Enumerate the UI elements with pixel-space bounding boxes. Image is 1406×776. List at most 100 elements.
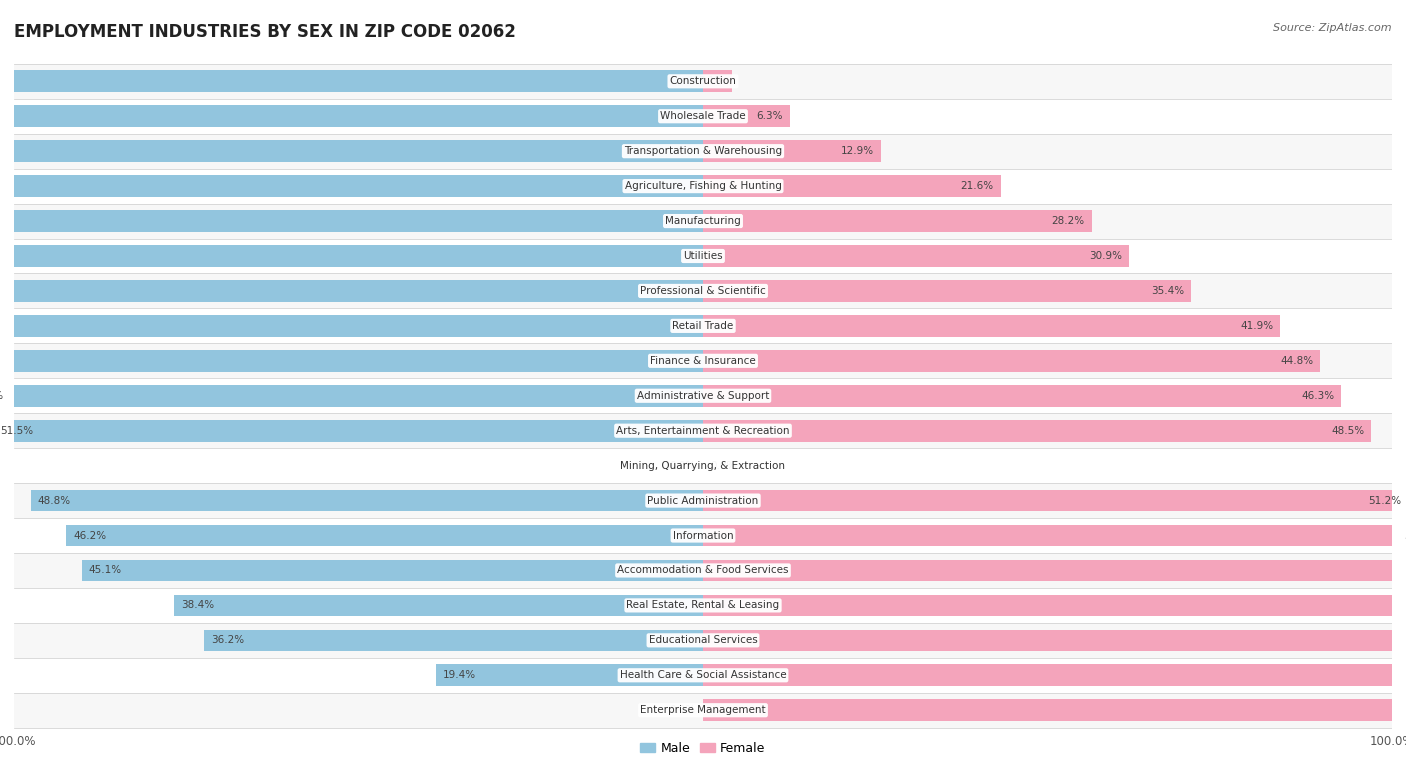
Text: 45.1%: 45.1% [89,566,121,576]
Bar [703,245,1129,267]
Bar [14,203,1392,238]
Text: 28.2%: 28.2% [1052,216,1084,226]
Bar [14,99,1392,133]
Bar [703,559,1406,581]
Text: 21.6%: 21.6% [960,181,994,191]
Text: 30.9%: 30.9% [1088,251,1122,261]
Bar [174,594,703,616]
Text: Enterprise Management: Enterprise Management [640,705,766,715]
Text: Arts, Entertainment & Recreation: Arts, Entertainment & Recreation [616,426,790,435]
Bar [703,385,1341,407]
Text: Health Care & Social Assistance: Health Care & Social Assistance [620,670,786,681]
Bar [703,140,880,162]
Bar [14,308,1392,343]
Bar [14,238,1392,273]
Text: 51.5%: 51.5% [0,426,34,435]
Bar [14,553,1392,588]
Bar [703,525,1406,546]
Bar [82,559,703,581]
Text: Retail Trade: Retail Trade [672,321,734,331]
Text: 35.4%: 35.4% [1150,286,1184,296]
Text: 53.7%: 53.7% [0,391,3,400]
Bar [703,664,1406,686]
Bar [14,588,1392,623]
Text: Mining, Quarrying, & Extraction: Mining, Quarrying, & Extraction [620,461,786,470]
Bar [703,350,1320,372]
Text: 44.8%: 44.8% [1281,356,1313,365]
Text: Wholesale Trade: Wholesale Trade [661,111,745,121]
Bar [14,378,1392,414]
Bar [14,449,1392,483]
Bar [0,140,703,162]
Bar [14,483,1392,518]
Text: 46.2%: 46.2% [73,531,107,541]
Bar [0,420,703,442]
Bar [0,106,703,127]
Text: 51.2%: 51.2% [1368,496,1402,506]
Text: Public Administration: Public Administration [647,496,759,506]
Text: 6.3%: 6.3% [756,111,783,121]
Text: Agriculture, Fishing & Hunting: Agriculture, Fishing & Hunting [624,181,782,191]
Bar [703,280,1191,302]
Bar [14,133,1392,168]
Text: Transportation & Warehousing: Transportation & Warehousing [624,146,782,156]
Bar [703,699,1406,721]
Bar [0,71,703,92]
Bar [0,315,703,337]
Text: 41.9%: 41.9% [1240,321,1274,331]
Bar [14,64,1392,99]
Bar [703,210,1091,232]
Text: Professional & Scientific: Professional & Scientific [640,286,766,296]
Text: Utilities: Utilities [683,251,723,261]
Bar [703,175,1001,197]
Bar [0,175,703,197]
Text: Source: ZipAtlas.com: Source: ZipAtlas.com [1274,23,1392,33]
Text: Real Estate, Rental & Leasing: Real Estate, Rental & Leasing [627,601,779,611]
Bar [0,280,703,302]
Bar [31,490,703,511]
Text: Administrative & Support: Administrative & Support [637,391,769,400]
Bar [204,629,703,651]
Text: 38.4%: 38.4% [181,601,214,611]
Bar [703,490,1406,511]
Bar [0,245,703,267]
Bar [14,273,1392,308]
Text: Accommodation & Food Services: Accommodation & Food Services [617,566,789,576]
Bar [66,525,703,546]
Text: 48.8%: 48.8% [38,496,70,506]
Bar [703,420,1371,442]
Bar [14,658,1392,693]
Bar [703,106,790,127]
Text: 48.5%: 48.5% [1331,426,1364,435]
Text: Construction: Construction [669,76,737,86]
Text: 19.4%: 19.4% [443,670,475,681]
Bar [436,664,703,686]
Text: EMPLOYMENT INDUSTRIES BY SEX IN ZIP CODE 02062: EMPLOYMENT INDUSTRIES BY SEX IN ZIP CODE… [14,23,516,41]
Bar [0,350,703,372]
Text: Information: Information [672,531,734,541]
Bar [14,414,1392,449]
Text: 12.9%: 12.9% [841,146,875,156]
Text: Manufacturing: Manufacturing [665,216,741,226]
Bar [703,629,1406,651]
Text: 0.0%: 0.0% [669,705,696,715]
Bar [0,210,703,232]
Bar [0,385,703,407]
Text: 2.1%: 2.1% [699,76,725,86]
Bar [703,71,733,92]
Bar [703,315,1281,337]
Text: Finance & Insurance: Finance & Insurance [650,356,756,365]
Bar [14,623,1392,658]
Text: 46.3%: 46.3% [1301,391,1334,400]
Text: Educational Services: Educational Services [648,636,758,646]
Bar [14,693,1392,728]
Text: 36.2%: 36.2% [211,636,245,646]
Text: 0.0%: 0.0% [669,461,696,470]
Bar [14,343,1392,378]
Bar [703,594,1406,616]
Legend: Male, Female: Male, Female [636,737,770,760]
Bar [14,518,1392,553]
Text: 0.0%: 0.0% [710,461,737,470]
Bar [14,168,1392,203]
Text: 53.8%: 53.8% [1405,531,1406,541]
